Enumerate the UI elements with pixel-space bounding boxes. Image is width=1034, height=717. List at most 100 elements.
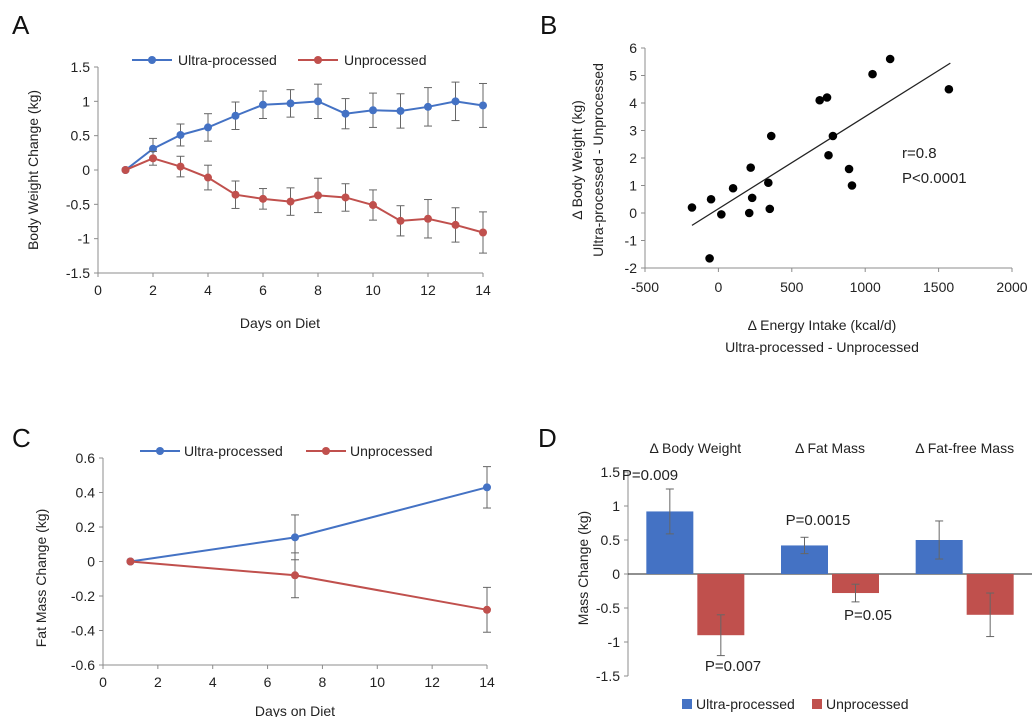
panel-c-unprocessed-point xyxy=(291,571,299,580)
panel-b-scatter-point xyxy=(824,150,833,160)
panel-b-ytick-label: 2 xyxy=(629,150,637,166)
panel-a-xtick-label: 8 xyxy=(314,282,322,298)
panel-b-xtick-label: 1500 xyxy=(923,279,954,295)
panel-a-ultra-point xyxy=(479,101,487,110)
panel-a-unprocessed-point xyxy=(259,194,267,203)
panel-a-ultra-point xyxy=(259,100,267,109)
panel-d-ytick-label: 0.5 xyxy=(601,532,621,548)
panel-a-ultra-line xyxy=(124,100,484,171)
panel-c-ultra-point xyxy=(483,483,491,492)
panel-a-ultra-point xyxy=(149,144,157,153)
panel-c-ytick-label: 0.6 xyxy=(76,450,96,466)
panel-c-unprocessed-point xyxy=(483,605,491,614)
panel-d-p-body-unprocessed: P=0.007 xyxy=(705,658,761,675)
panel-a-unprocessed-point xyxy=(341,193,350,202)
panel-d-legend: Ultra-processed Unprocessed xyxy=(682,696,909,712)
panel-a-unprocessed-point xyxy=(176,162,185,171)
legend-unprocessed-label-d: Unprocessed xyxy=(826,696,909,712)
panel-d-category-label: Δ Fat Mass xyxy=(795,440,865,456)
panel-a-ytick-label: 1 xyxy=(82,93,90,109)
panel-b-scatter-point xyxy=(765,204,775,214)
legend-unprocessed-label-a: Unprocessed xyxy=(344,52,427,68)
panel-b-xtick-label: 2000 xyxy=(996,279,1027,295)
panel-c-ultra-line xyxy=(130,486,488,563)
panel-a-unprocessed-point xyxy=(314,191,322,200)
panel-a-ultra-point xyxy=(314,97,322,106)
panel-b-ytick-label: 3 xyxy=(629,123,637,139)
panel-b-ytick-label: 0 xyxy=(629,205,637,221)
panel-b-xtick-label: 0 xyxy=(715,279,723,295)
panel-a-xtick-label: 2 xyxy=(149,282,157,298)
panel-c-xtick-label: 14 xyxy=(479,674,495,690)
panel-a-legend: Ultra-processed Unprocessed xyxy=(132,52,427,68)
panel-b-scatter-point xyxy=(828,131,838,141)
panel-c-legend: Ultra-processed Unprocessed xyxy=(140,443,433,459)
panel-d-ytick-label: -0.5 xyxy=(596,600,620,616)
panel-d-ytick-label: 1.5 xyxy=(601,464,621,480)
panel-b-xlabel-2: Ultra-processed - Unprocessed xyxy=(725,339,919,355)
panel-a-ultra-point xyxy=(231,111,240,120)
panel-a-ytick-label: 1.5 xyxy=(71,59,91,75)
panel-d-ytick-label: 1 xyxy=(612,498,620,514)
panel-b-ytick-label: 5 xyxy=(629,68,637,84)
legend-unprocessed-label-c: Unprocessed xyxy=(350,443,433,459)
panel-b-scatter-point xyxy=(744,208,754,218)
panel-c-xtick-label: 0 xyxy=(99,674,107,690)
panel-a-ylabel: Body Weight Change (kg) xyxy=(25,90,41,250)
panel-a-ultra-point xyxy=(286,99,295,108)
panel-d-ytick-label: -1.5 xyxy=(596,668,620,684)
panel-b-p-annotation: P<0.0001 xyxy=(902,170,967,187)
panel-a-unprocessed-line xyxy=(125,157,484,234)
panel-b-ytick-label: -2 xyxy=(625,260,638,276)
panel-a-ultra-point xyxy=(396,106,405,115)
panel-a-ytick-label: -1 xyxy=(78,231,91,247)
panel-a-xtick-label: 6 xyxy=(259,282,267,298)
panel-a-ultra-point xyxy=(176,130,185,139)
panel-a-unprocessed-point xyxy=(121,166,130,174)
panel-a-unprocessed-point xyxy=(369,201,377,210)
panel-c-ytick-label: 0.2 xyxy=(76,519,96,535)
panel-a-xtick-label: 14 xyxy=(475,282,491,298)
panel-a-unprocessed-point xyxy=(451,220,460,229)
panel-c-ytick-label: -0.6 xyxy=(71,657,95,673)
panel-a-ultra-point xyxy=(369,106,377,115)
panel-a-unprocessed-point xyxy=(286,197,295,206)
panel-d-p-body-ultra: P=0.009 xyxy=(622,467,678,484)
panel-b-scatter-point xyxy=(705,254,714,263)
panel-a-xtick-label: 4 xyxy=(204,282,212,298)
panel-b-scatter-point xyxy=(687,203,697,212)
legend-unprocessed-swatch-d xyxy=(812,699,822,709)
panel-c-unprocessed-line xyxy=(130,560,488,611)
panel-b-ytick-label: -1 xyxy=(625,233,638,249)
panel-a-ytick-label: 0.5 xyxy=(71,128,91,144)
panel-b-scatter-point xyxy=(746,163,755,172)
legend-ultra-marker-c xyxy=(156,447,164,455)
panel-b-scatter-point xyxy=(944,84,954,94)
panel-b-scatter-point xyxy=(706,194,716,204)
panel-c-ytick-label: 0 xyxy=(87,554,95,570)
panel-c-xlabel: Days on Diet xyxy=(255,703,335,717)
panel-a-ultra-point xyxy=(341,109,350,118)
panel-a-unprocessed-point xyxy=(396,216,405,225)
panel-b-fit-line xyxy=(691,62,951,226)
panel-a-ultra-point xyxy=(204,123,212,132)
panel-c-xtick-label: 12 xyxy=(424,674,440,690)
panel-a-ultra-point xyxy=(424,102,432,111)
panel-c: C -0.6 -0.4 -0.2 0 0.2 0.4 0.6 0 2 4 6 8 10 12 14 Ultr… xyxy=(12,423,495,717)
panel-b-scatter-point xyxy=(868,69,877,79)
panel-b-scatter-point xyxy=(747,193,757,203)
legend-ultra-label-d: Ultra-processed xyxy=(696,696,795,712)
panel-b-xtick-label: 1000 xyxy=(850,279,881,295)
panel-a-ytick-label: -1.5 xyxy=(66,265,90,281)
panel-a-ultra-point xyxy=(451,97,460,106)
panel-b-xtick-label: 500 xyxy=(780,279,804,295)
panel-c-xtick-label: 6 xyxy=(264,674,272,690)
panel-b-scatter-point xyxy=(815,95,824,105)
panel-d-ytick-label: 0 xyxy=(612,566,620,582)
panel-b-scatter-point xyxy=(844,164,854,174)
legend-unprocessed-marker-c xyxy=(322,447,330,455)
panel-d: D -1.5 -1 -0.5 0 0.5 1 1.5 Δ Body Weight Δ Fat M… xyxy=(538,423,1032,712)
panel-b-scatter-point xyxy=(766,131,776,141)
panel-b-label: B xyxy=(540,10,557,40)
